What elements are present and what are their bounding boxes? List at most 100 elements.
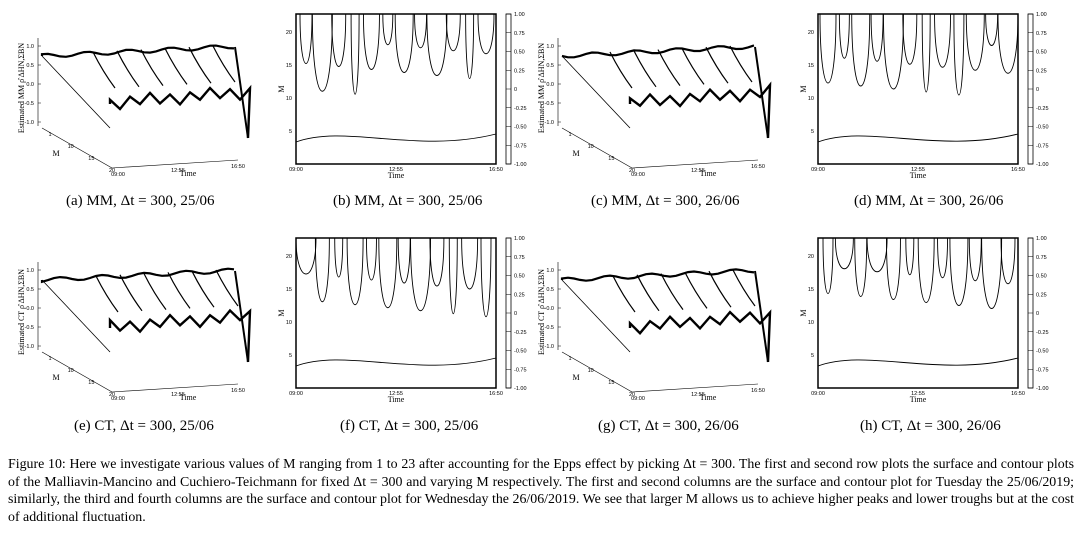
surface-streak	[729, 45, 753, 83]
m-tick-label: 1	[568, 356, 571, 362]
colorbar-tick-label: -0.75	[514, 367, 527, 373]
m-tick-label: 20	[808, 30, 814, 36]
surface-front-edge	[628, 309, 772, 363]
colorbar-tick-label: -0.50	[1036, 349, 1049, 355]
surface-right-edge	[234, 270, 249, 363]
time-tick-label: 16:50	[231, 388, 245, 394]
m-tick-label: 15	[808, 287, 814, 293]
m-tick-label: 10	[286, 96, 292, 102]
surface-streak	[609, 51, 633, 89]
subcaption-c: (c) MM, Δt = 300, 26/06	[591, 193, 740, 209]
surface-front-edge	[108, 308, 252, 363]
panel-g-surface: 1.0 0.5 0.0 -0.5 -1.0 Estimated CT ρ̂ ΔHN,ΣBN…	[537, 232, 790, 407]
surface-streak	[164, 48, 188, 85]
colorbar-tick-label: 1.00	[514, 12, 525, 18]
contour-line	[350, 13, 360, 95]
colorbar-tick-label: 0.75	[514, 255, 525, 261]
surface-back-ridge	[40, 267, 235, 284]
surface-right-edge	[754, 270, 769, 363]
contour-line	[461, 237, 479, 290]
time-tick-label: 09:00	[631, 172, 645, 178]
z-axis-label: Estimated MM ρ̂ ΔHN,ΣBN	[17, 43, 26, 133]
time-tick-label: 16:50	[751, 164, 765, 170]
time-axis-label: Time	[910, 395, 927, 404]
time-tick-label: 12:55	[171, 168, 185, 174]
m-axis	[41, 351, 113, 393]
m-axis-label: M	[572, 373, 579, 382]
subcaption-b: (b) MM, Δt = 300, 25/06	[333, 193, 483, 209]
m-tick-label: 20	[109, 168, 115, 174]
m-tick-label: 15	[286, 287, 292, 293]
z-tick-label: 0.0	[546, 306, 554, 312]
contour-line	[299, 13, 313, 64]
z-tick-label: 1.0	[546, 268, 554, 274]
m-tick-label: 10	[808, 320, 814, 326]
surface-left-edge	[41, 279, 111, 353]
z-tick-label: -0.5	[25, 325, 34, 331]
time-tick-label: 09:00	[111, 396, 125, 402]
surface-mesh	[561, 44, 772, 139]
z-tick-label: 0.5	[26, 63, 34, 69]
colorbar-tick-label: 0.25	[514, 68, 525, 74]
contour-line	[834, 237, 854, 270]
contour-line	[394, 13, 414, 73]
contour-plot: 20 15 10 5 M 09:00 12:55 16:50 Time 1.00 0.75 0.50 0…	[799, 236, 1049, 404]
m-tick-label: 20	[286, 254, 292, 260]
time-tick-label: 09:00	[111, 172, 125, 178]
panel-h-contour: 20 15 10 5 M 09:00 12:55 16:50 Time 1.00 0.75 0.50 0…	[799, 232, 1050, 407]
contour-line	[886, 237, 901, 300]
m-tick-label: 5	[811, 129, 814, 135]
contour-line	[414, 13, 427, 48]
surface-front-edge	[108, 84, 252, 139]
surface-right-edge	[234, 46, 249, 139]
contour-line	[981, 237, 1003, 309]
contour-line	[397, 237, 411, 284]
time-tick-label: 16:50	[751, 388, 765, 394]
surface-left-edge	[561, 55, 631, 129]
m-axis-label: M	[799, 309, 808, 316]
z-tick-label: 1.0	[26, 268, 34, 274]
time-tick-label: 12:55	[911, 167, 925, 173]
m-tick-label: 10	[68, 368, 74, 374]
contour-line	[854, 237, 868, 297]
colorbar-tick-label: -0.25	[514, 106, 527, 112]
colorbar-tick-label: -1.00	[1036, 386, 1049, 392]
contour-line	[905, 237, 915, 275]
contour-line	[822, 237, 834, 294]
contour-line	[819, 13, 837, 84]
time-axis	[631, 159, 759, 169]
surface-streak	[191, 270, 215, 308]
colorbar-tick-label: 1.00	[1036, 236, 1047, 242]
colorbar-tick-label: 0.25	[514, 292, 525, 298]
contour-line	[426, 13, 448, 76]
z-tick-label: 1.0	[26, 44, 34, 50]
colorbar-tick-label: 0.25	[1036, 68, 1047, 74]
surface-streak	[116, 50, 140, 88]
z-axis-label: Estimated CT ρ̂ ΔHN,ΣBN	[537, 269, 546, 355]
z-tick-label: 0.0	[26, 82, 34, 88]
time-tick-label: 09:00	[289, 391, 303, 397]
surface-back-ridge	[40, 44, 235, 58]
contour-line	[968, 237, 982, 282]
contour-line	[883, 13, 904, 90]
colorbar-tick-label: 0.50	[1036, 50, 1047, 56]
contour-line	[480, 237, 492, 317]
colorbar-tick-label: -0.25	[514, 330, 527, 336]
contour-line	[851, 13, 871, 87]
figure-caption-label: Figure 10:	[8, 457, 66, 472]
m-axis-label: M	[799, 85, 808, 92]
figure-caption-text: Here we investigate various values of M …	[8, 457, 1074, 525]
m-tick-label: 1	[48, 132, 51, 138]
contour-line-bottom	[817, 357, 1019, 367]
surface-streak	[188, 46, 212, 84]
subcaption-g: (g) CT, Δt = 300, 26/06	[598, 418, 739, 434]
z-tick-label: 0.0	[26, 306, 34, 312]
contour-line	[363, 13, 380, 70]
m-tick-label: 15	[286, 63, 292, 69]
colorbar-tick-label: -1.00	[514, 386, 527, 392]
surface-streak	[212, 45, 236, 83]
m-tick-label: 1	[568, 132, 571, 138]
contour-line	[934, 13, 951, 68]
